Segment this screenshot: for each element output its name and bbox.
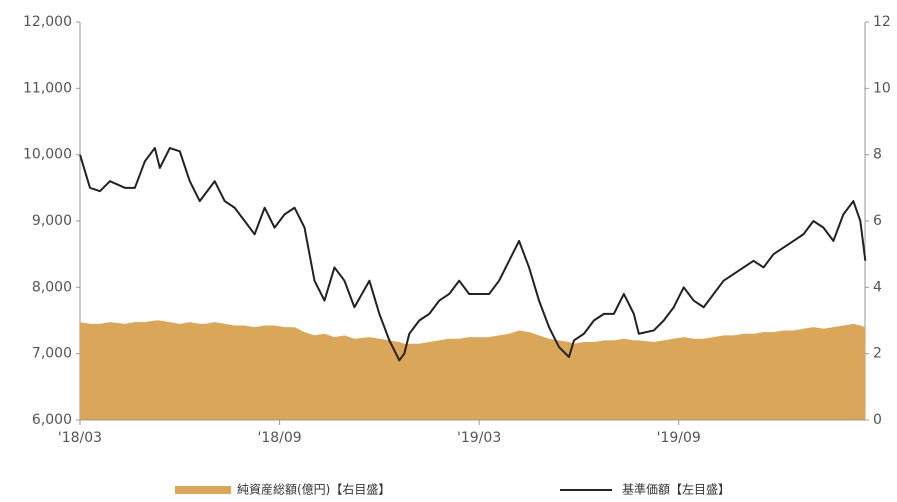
legend-label: 純資産総額(億円)【右目盛】 bbox=[237, 482, 390, 497]
y2-tick-label: 12 bbox=[873, 14, 891, 30]
y-tick-label: 8,000 bbox=[32, 279, 72, 295]
line bbox=[79, 147, 867, 362]
area bbox=[80, 320, 866, 420]
legend: 純資産総額(億円)【右目盛】 基準価額【左目盛】 bbox=[175, 482, 730, 497]
y2-tick-label: 6 bbox=[873, 213, 882, 229]
x-tick-label: '19/09 bbox=[657, 430, 701, 446]
y-tick-label: 7,000 bbox=[32, 346, 72, 362]
y2-tick-label: 10 bbox=[873, 80, 891, 96]
y-tick-label: 9,000 bbox=[32, 213, 72, 229]
y2-tick-label: 4 bbox=[873, 279, 882, 295]
y2-tick-label: 0 bbox=[873, 412, 882, 428]
x-tick-label: '18/09 bbox=[257, 430, 301, 446]
x-tick-label: '18/03 bbox=[58, 430, 102, 446]
x-tick-label: '19/03 bbox=[457, 430, 501, 446]
y-tick-label: 11,000 bbox=[23, 80, 72, 96]
y2-tick-label: 8 bbox=[873, 147, 882, 163]
y-tick-label: 10,000 bbox=[23, 147, 72, 163]
legend-swatch bbox=[175, 486, 231, 494]
y-tick-label: 6,000 bbox=[32, 412, 72, 428]
legend-label: 基準価額【左目盛】 bbox=[622, 482, 730, 497]
y2-tick-label: 2 bbox=[873, 346, 882, 362]
y-tick-label: 12,000 bbox=[23, 14, 72, 30]
